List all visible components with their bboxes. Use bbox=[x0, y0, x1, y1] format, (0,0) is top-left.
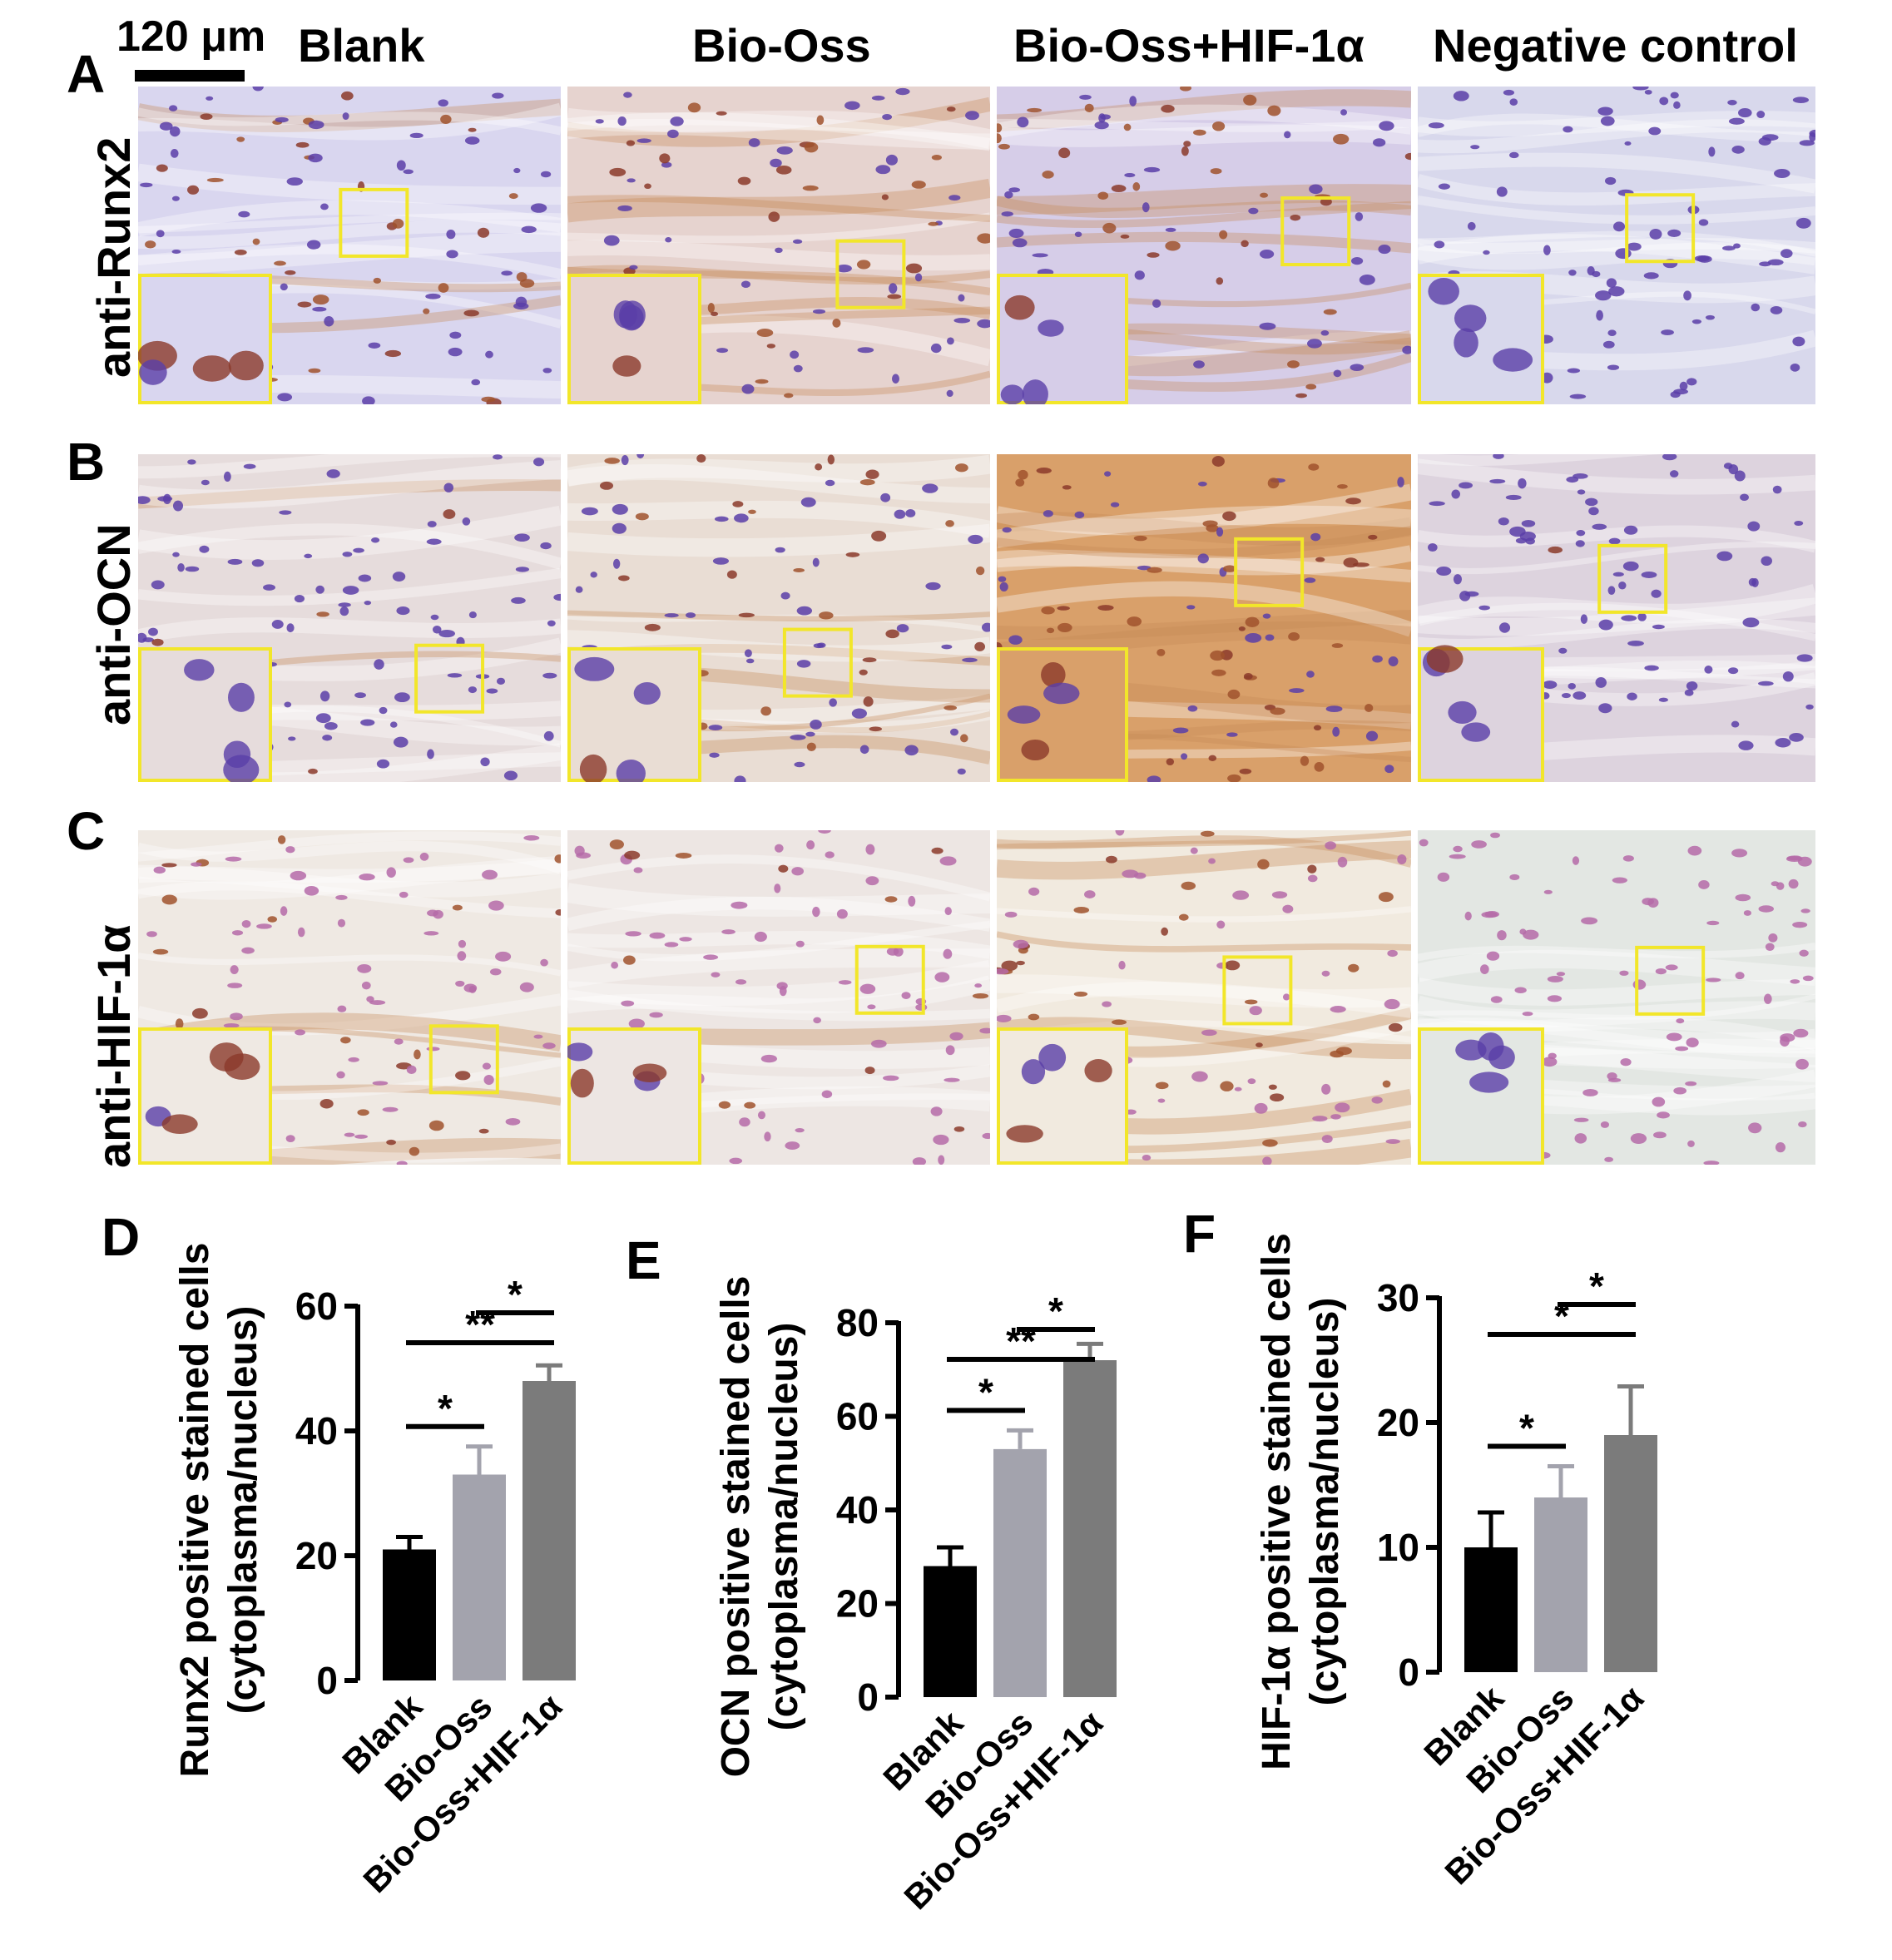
y-axis-label: OCN positive stained cells (cytoplasma/nu… bbox=[714, 1276, 806, 1778]
scale-bar-label: 120 μm bbox=[116, 12, 266, 61]
panel-letter-f: F bbox=[1183, 1204, 1216, 1264]
micrograph-anti-hif-1--1 bbox=[138, 830, 561, 1165]
bar-2 bbox=[453, 1474, 506, 1680]
y-axis-label-line: HIF-1α positive stained cells bbox=[1255, 1233, 1299, 1770]
significance-label: ** bbox=[1006, 1319, 1036, 1363]
micrograph-anti-ocn-3 bbox=[997, 454, 1411, 782]
panel-letter-d: D bbox=[102, 1207, 141, 1267]
column-title-bio-oss: Bio-Oss bbox=[692, 19, 871, 72]
micrograph-anti-runx2-3 bbox=[997, 87, 1411, 404]
panel-letter-b: B bbox=[67, 432, 106, 492]
micrograph-anti-hif-1--3 bbox=[997, 830, 1411, 1165]
y-tick-label: 20 bbox=[1377, 1401, 1419, 1444]
y-axis-label-line: OCN positive stained cells bbox=[714, 1276, 758, 1778]
column-title-blank: Blank bbox=[298, 19, 425, 72]
significance-label: ** bbox=[465, 1303, 495, 1346]
y-axis-label: Runx2 positive stained cells (cytoplasma/… bbox=[173, 1243, 265, 1778]
y-tick-label: 20 bbox=[295, 1534, 338, 1577]
micrograph-anti-runx2-1 bbox=[138, 87, 561, 404]
scale-bar bbox=[135, 70, 245, 82]
column-title-negative-control: Negative control bbox=[1433, 19, 1798, 72]
micrograph-anti-ocn-4 bbox=[1418, 454, 1815, 782]
bar-3 bbox=[523, 1381, 576, 1680]
chart-hif: HIF-1α positive stained cells (cytoplasma… bbox=[1255, 1233, 1657, 1892]
y-tick-label: 0 bbox=[1398, 1651, 1419, 1694]
y-tick-label: 20 bbox=[836, 1582, 879, 1626]
y-tick-label: 40 bbox=[295, 1409, 338, 1453]
panel-letter-c: C bbox=[67, 801, 106, 861]
chart-ocn: OCN positive stained cells (cytoplasma/nu… bbox=[714, 1276, 1117, 1917]
bar-2 bbox=[993, 1448, 1047, 1697]
y-tick-label: 0 bbox=[316, 1659, 338, 1702]
y-axis-label-line: Runx2 positive stained cells bbox=[173, 1243, 217, 1778]
y-axis-label-line: (cytoplasma/nucleus) bbox=[221, 1306, 265, 1715]
y-tick-label: 0 bbox=[857, 1675, 879, 1719]
row-label-hif: anti-HIF-1α bbox=[87, 924, 140, 1168]
chart-runx2: Runx2 positive stained cells (cytoplasma/… bbox=[173, 1243, 576, 1900]
y-tick-label: 60 bbox=[836, 1395, 879, 1438]
micrograph-anti-hif-1--4 bbox=[1418, 830, 1815, 1165]
significance-label: * bbox=[978, 1370, 993, 1413]
row-label-ocn: anti-OCN bbox=[87, 523, 140, 725]
significance-label: * bbox=[438, 1387, 453, 1430]
significance-label: * bbox=[1048, 1289, 1063, 1333]
y-axis-label-line: (cytoplasma/nucleus) bbox=[1303, 1298, 1347, 1706]
significance-label: * bbox=[508, 1273, 523, 1316]
micrograph-anti-ocn-2 bbox=[567, 454, 990, 782]
bar-1 bbox=[383, 1549, 436, 1680]
y-axis-label-line: (cytoplasma/nucleus) bbox=[762, 1323, 806, 1731]
bar-1 bbox=[1464, 1547, 1518, 1672]
bar-3 bbox=[1604, 1435, 1657, 1672]
y-axis-label: HIF-1α positive stained cells (cytoplasma… bbox=[1255, 1233, 1347, 1770]
bar-2 bbox=[1534, 1497, 1587, 1672]
significance-label: * bbox=[1589, 1265, 1604, 1308]
micrograph-anti-hif-1--2 bbox=[567, 830, 990, 1165]
panel-letter-e: E bbox=[626, 1230, 661, 1290]
micrograph-anti-runx2-2 bbox=[567, 87, 990, 404]
y-tick-label: 30 bbox=[1377, 1276, 1419, 1319]
bar-1 bbox=[924, 1566, 977, 1697]
micrograph-anti-runx2-4 bbox=[1418, 87, 1815, 404]
y-tick-label: 80 bbox=[836, 1301, 879, 1344]
y-tick-label: 60 bbox=[295, 1284, 338, 1328]
bar-3 bbox=[1063, 1360, 1117, 1697]
column-title-bio-oss-hif: Bio-Oss+HIF-1α bbox=[1013, 19, 1365, 72]
significance-label: * bbox=[1519, 1407, 1534, 1450]
panel-letter-a: A bbox=[67, 44, 106, 104]
y-tick-label: 10 bbox=[1377, 1526, 1419, 1569]
significance-label: * bbox=[1554, 1294, 1569, 1338]
micrograph-anti-ocn-1 bbox=[138, 454, 561, 782]
row-label-runx2: anti-Runx2 bbox=[87, 136, 140, 378]
y-tick-label: 40 bbox=[836, 1488, 879, 1532]
